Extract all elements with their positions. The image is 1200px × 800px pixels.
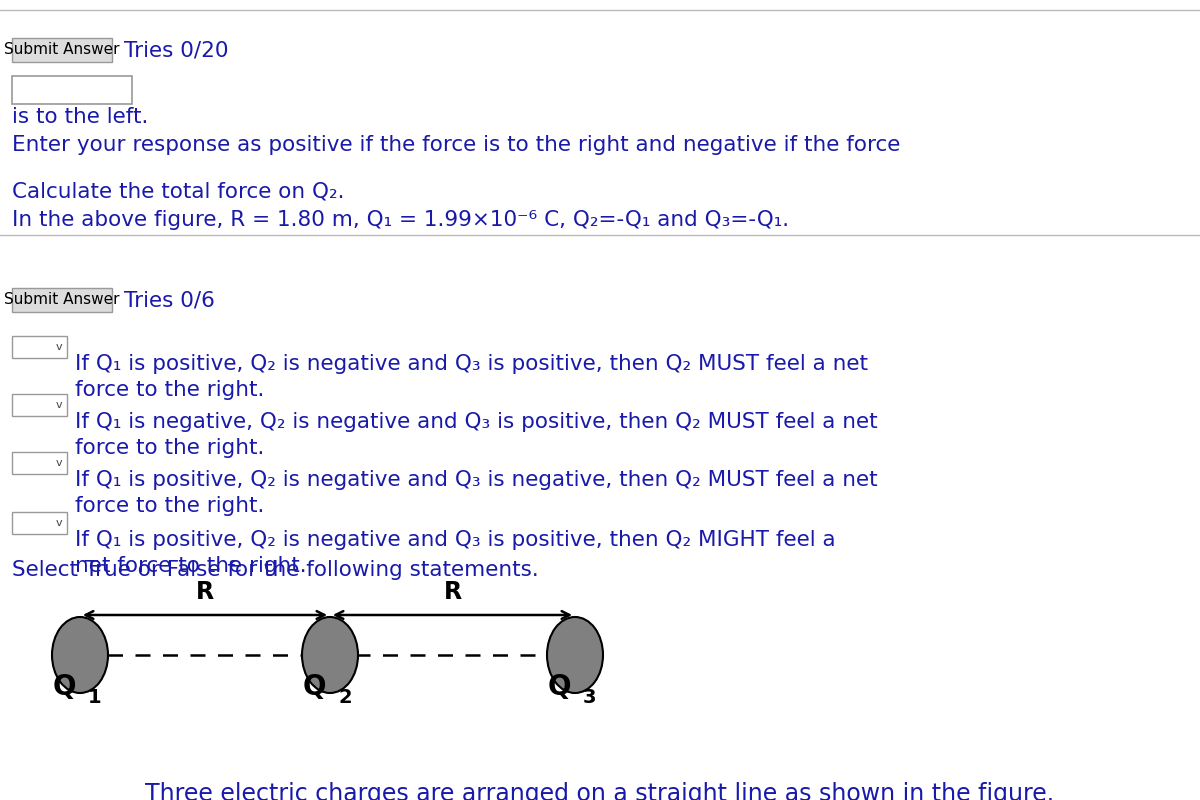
Ellipse shape xyxy=(547,617,604,693)
Text: Tries 0/20: Tries 0/20 xyxy=(124,40,228,60)
Text: Q: Q xyxy=(53,673,76,701)
Text: If Q₁ is negative, Q₂ is negative and Q₃ is positive, then Q₂ MUST feel a net
fo: If Q₁ is negative, Q₂ is negative and Q₃… xyxy=(74,412,877,458)
Text: Submit Answer: Submit Answer xyxy=(5,42,120,58)
Text: v: v xyxy=(55,400,62,410)
Text: is to the left.: is to the left. xyxy=(12,107,149,127)
Text: Q: Q xyxy=(547,673,571,701)
Text: R: R xyxy=(444,580,462,604)
Text: Enter your response as positive if the force is to the right and negative if the: Enter your response as positive if the f… xyxy=(12,135,900,155)
Ellipse shape xyxy=(52,617,108,693)
FancyBboxPatch shape xyxy=(12,76,132,104)
FancyBboxPatch shape xyxy=(12,452,67,474)
Text: Calculate the total force on Q₂.: Calculate the total force on Q₂. xyxy=(12,182,344,202)
Text: Submit Answer: Submit Answer xyxy=(5,293,120,307)
Text: In the above figure, R = 1.80 m, Q₁ = 1.99×10⁻⁶ C, Q₂=-Q₁ and Q₃=-Q₁.: In the above figure, R = 1.80 m, Q₁ = 1.… xyxy=(12,210,790,230)
FancyBboxPatch shape xyxy=(12,394,67,416)
Text: If Q₁ is positive, Q₂ is negative and Q₃ is positive, then Q₂ MIGHT feel a
net f: If Q₁ is positive, Q₂ is negative and Q₃… xyxy=(74,530,835,576)
FancyBboxPatch shape xyxy=(12,38,112,62)
Text: Tries 0/6: Tries 0/6 xyxy=(124,290,215,310)
Text: Q: Q xyxy=(302,673,326,701)
FancyBboxPatch shape xyxy=(12,512,67,534)
Text: v: v xyxy=(55,458,62,468)
Text: v: v xyxy=(55,342,62,352)
FancyBboxPatch shape xyxy=(12,288,112,312)
Text: 2: 2 xyxy=(338,688,352,707)
Text: Select True or False for the following statements.: Select True or False for the following s… xyxy=(12,560,539,580)
FancyArrowPatch shape xyxy=(85,611,324,619)
Text: v: v xyxy=(55,518,62,528)
Text: If Q₁ is positive, Q₂ is negative and Q₃ is negative, then Q₂ MUST feel a net
fo: If Q₁ is positive, Q₂ is negative and Q₃… xyxy=(74,470,877,517)
Text: Three electric charges are arranged on a straight line as shown in the figure.: Three electric charges are arranged on a… xyxy=(145,782,1055,800)
Text: R: R xyxy=(196,580,214,604)
FancyBboxPatch shape xyxy=(12,336,67,358)
Text: 1: 1 xyxy=(88,688,102,707)
Text: 3: 3 xyxy=(583,688,596,707)
Ellipse shape xyxy=(302,617,358,693)
Text: If Q₁ is positive, Q₂ is negative and Q₃ is positive, then Q₂ MUST feel a net
fo: If Q₁ is positive, Q₂ is negative and Q₃… xyxy=(74,354,868,400)
FancyArrowPatch shape xyxy=(336,611,570,619)
